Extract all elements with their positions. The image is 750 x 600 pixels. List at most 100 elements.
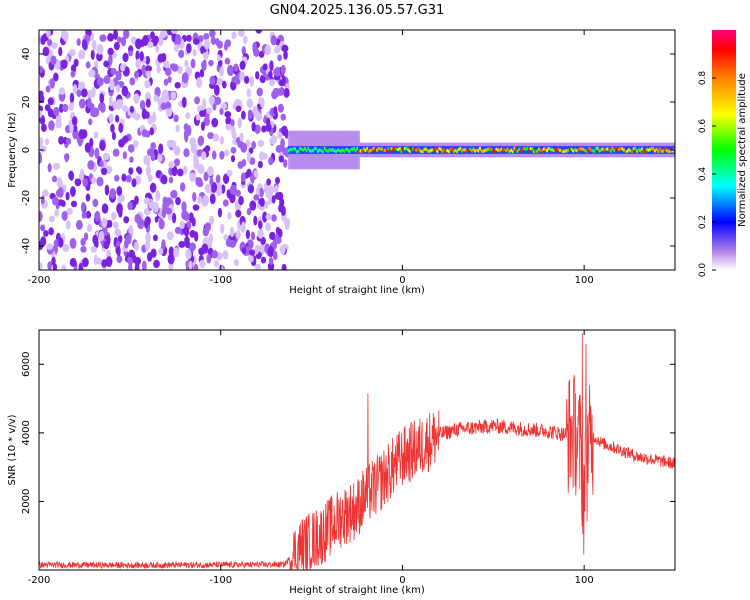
heatmap-cell xyxy=(68,170,74,181)
heatmap-cell xyxy=(142,35,149,47)
heatmap-cell xyxy=(224,111,232,118)
heatmap-cell xyxy=(220,223,225,234)
heatmap-cell xyxy=(69,186,76,197)
heatmap-cell xyxy=(123,239,129,249)
heatmap-cell xyxy=(126,174,132,183)
heatmap-cell xyxy=(219,150,225,160)
heatmap-cell xyxy=(249,76,255,87)
heatmap-cell xyxy=(88,118,93,126)
heatmap-cell xyxy=(81,211,87,219)
heatmap-cell xyxy=(258,187,264,198)
heatmap-cell xyxy=(268,157,274,166)
heatmap-cell xyxy=(240,142,248,153)
heatmap-cell xyxy=(134,213,142,224)
heatmap-cell xyxy=(113,30,119,40)
heatmap-cell xyxy=(237,117,242,129)
heatmap-cell xyxy=(154,216,159,223)
heatmap-cell xyxy=(39,261,43,270)
heatmap-cells xyxy=(39,30,675,270)
heatmap-cell xyxy=(48,120,55,131)
heatmap-cell xyxy=(82,178,88,188)
heatmap-cell xyxy=(105,256,113,268)
heatmap-cell xyxy=(186,43,192,54)
heatmap-cell xyxy=(150,31,155,40)
heatmap-cell xyxy=(170,91,177,100)
heatmap-cell xyxy=(225,116,232,126)
heatmap-cell xyxy=(249,200,257,211)
snr-xlabel: Height of straight line (km) xyxy=(289,585,425,596)
heatmap-cell xyxy=(206,253,212,264)
heatmap-cell xyxy=(264,200,269,209)
heatmap-cell xyxy=(121,173,127,182)
heatmap-cell xyxy=(143,155,151,166)
heatmap-cell xyxy=(87,160,95,170)
heatmap-cell xyxy=(39,137,44,145)
heatmap-cell xyxy=(114,174,120,182)
heatmap-cell xyxy=(257,160,263,169)
heatmap-cell xyxy=(219,136,224,145)
heatmap-cell xyxy=(39,152,42,164)
heatmap-cell xyxy=(213,259,220,268)
heatmap-cell xyxy=(224,57,231,65)
heatmap-cell xyxy=(219,107,224,116)
heatmap-cell xyxy=(184,59,189,68)
heatmap-cell xyxy=(158,217,164,227)
heatmap-cell xyxy=(105,165,113,175)
heatmap-cell xyxy=(269,231,276,240)
heatmap-cell xyxy=(230,146,237,154)
heatmap-cell xyxy=(268,70,273,79)
heatmap-cell xyxy=(199,69,205,78)
heatmap-cell xyxy=(128,224,134,236)
heatmap-cell xyxy=(46,243,54,251)
heatmap-cell xyxy=(182,165,188,175)
heatmap-cell xyxy=(283,50,288,60)
heatmap-cell xyxy=(175,124,180,133)
heatmap-cell xyxy=(280,64,286,75)
heatmap-cell xyxy=(128,50,133,57)
heatmap-cell xyxy=(193,263,199,270)
heatmap-cell xyxy=(184,212,190,222)
heatmap-cell xyxy=(253,48,260,57)
heatmap-cell xyxy=(137,167,143,175)
heatmap-cell xyxy=(266,178,271,186)
heatmap-cell xyxy=(203,38,210,50)
heatmap-cell xyxy=(135,50,140,61)
heatmap-cell xyxy=(241,110,246,120)
heatmap-cell xyxy=(81,39,88,50)
heatmap-cell xyxy=(208,95,215,105)
heatmap-cell xyxy=(128,262,133,270)
heatmap-cell xyxy=(152,201,159,213)
heatmap-cell xyxy=(53,106,60,117)
heatmap-cell xyxy=(181,96,187,108)
heatmap-cell xyxy=(97,102,103,111)
heatmap-cell xyxy=(135,58,142,69)
heatmap-cell xyxy=(227,212,232,220)
heatmap-cell xyxy=(87,89,93,101)
heatmap-cell xyxy=(207,166,214,177)
heatmap-cell xyxy=(178,49,185,59)
heatmap-cell xyxy=(153,94,159,103)
heatmap-cell xyxy=(161,239,166,251)
heatmap-cell xyxy=(260,153,268,160)
heatmap-cell xyxy=(149,182,157,193)
heatmap-cell xyxy=(186,125,192,137)
heatmap-cell xyxy=(262,211,268,223)
heatmap-cell xyxy=(274,66,281,77)
heatmap-cell xyxy=(101,217,108,228)
heatmap-cell xyxy=(189,230,196,238)
heatmap-cell xyxy=(128,167,134,175)
heatmap-cell xyxy=(195,113,201,121)
heatmap-cell xyxy=(157,53,164,63)
heatmap-cell xyxy=(268,79,276,87)
snr-frame xyxy=(38,329,676,571)
heatmap-cell xyxy=(49,78,55,89)
heatmap-cell xyxy=(194,96,200,105)
heatmap-cell xyxy=(258,50,265,58)
heatmap-cell xyxy=(255,110,260,118)
heatmap-cell xyxy=(93,254,98,266)
heatmap-cell xyxy=(173,158,180,167)
heatmap-cell xyxy=(250,231,256,241)
heatmap-cell xyxy=(219,66,224,77)
heatmap-cell xyxy=(201,60,207,70)
heatmap-cell xyxy=(116,84,121,93)
